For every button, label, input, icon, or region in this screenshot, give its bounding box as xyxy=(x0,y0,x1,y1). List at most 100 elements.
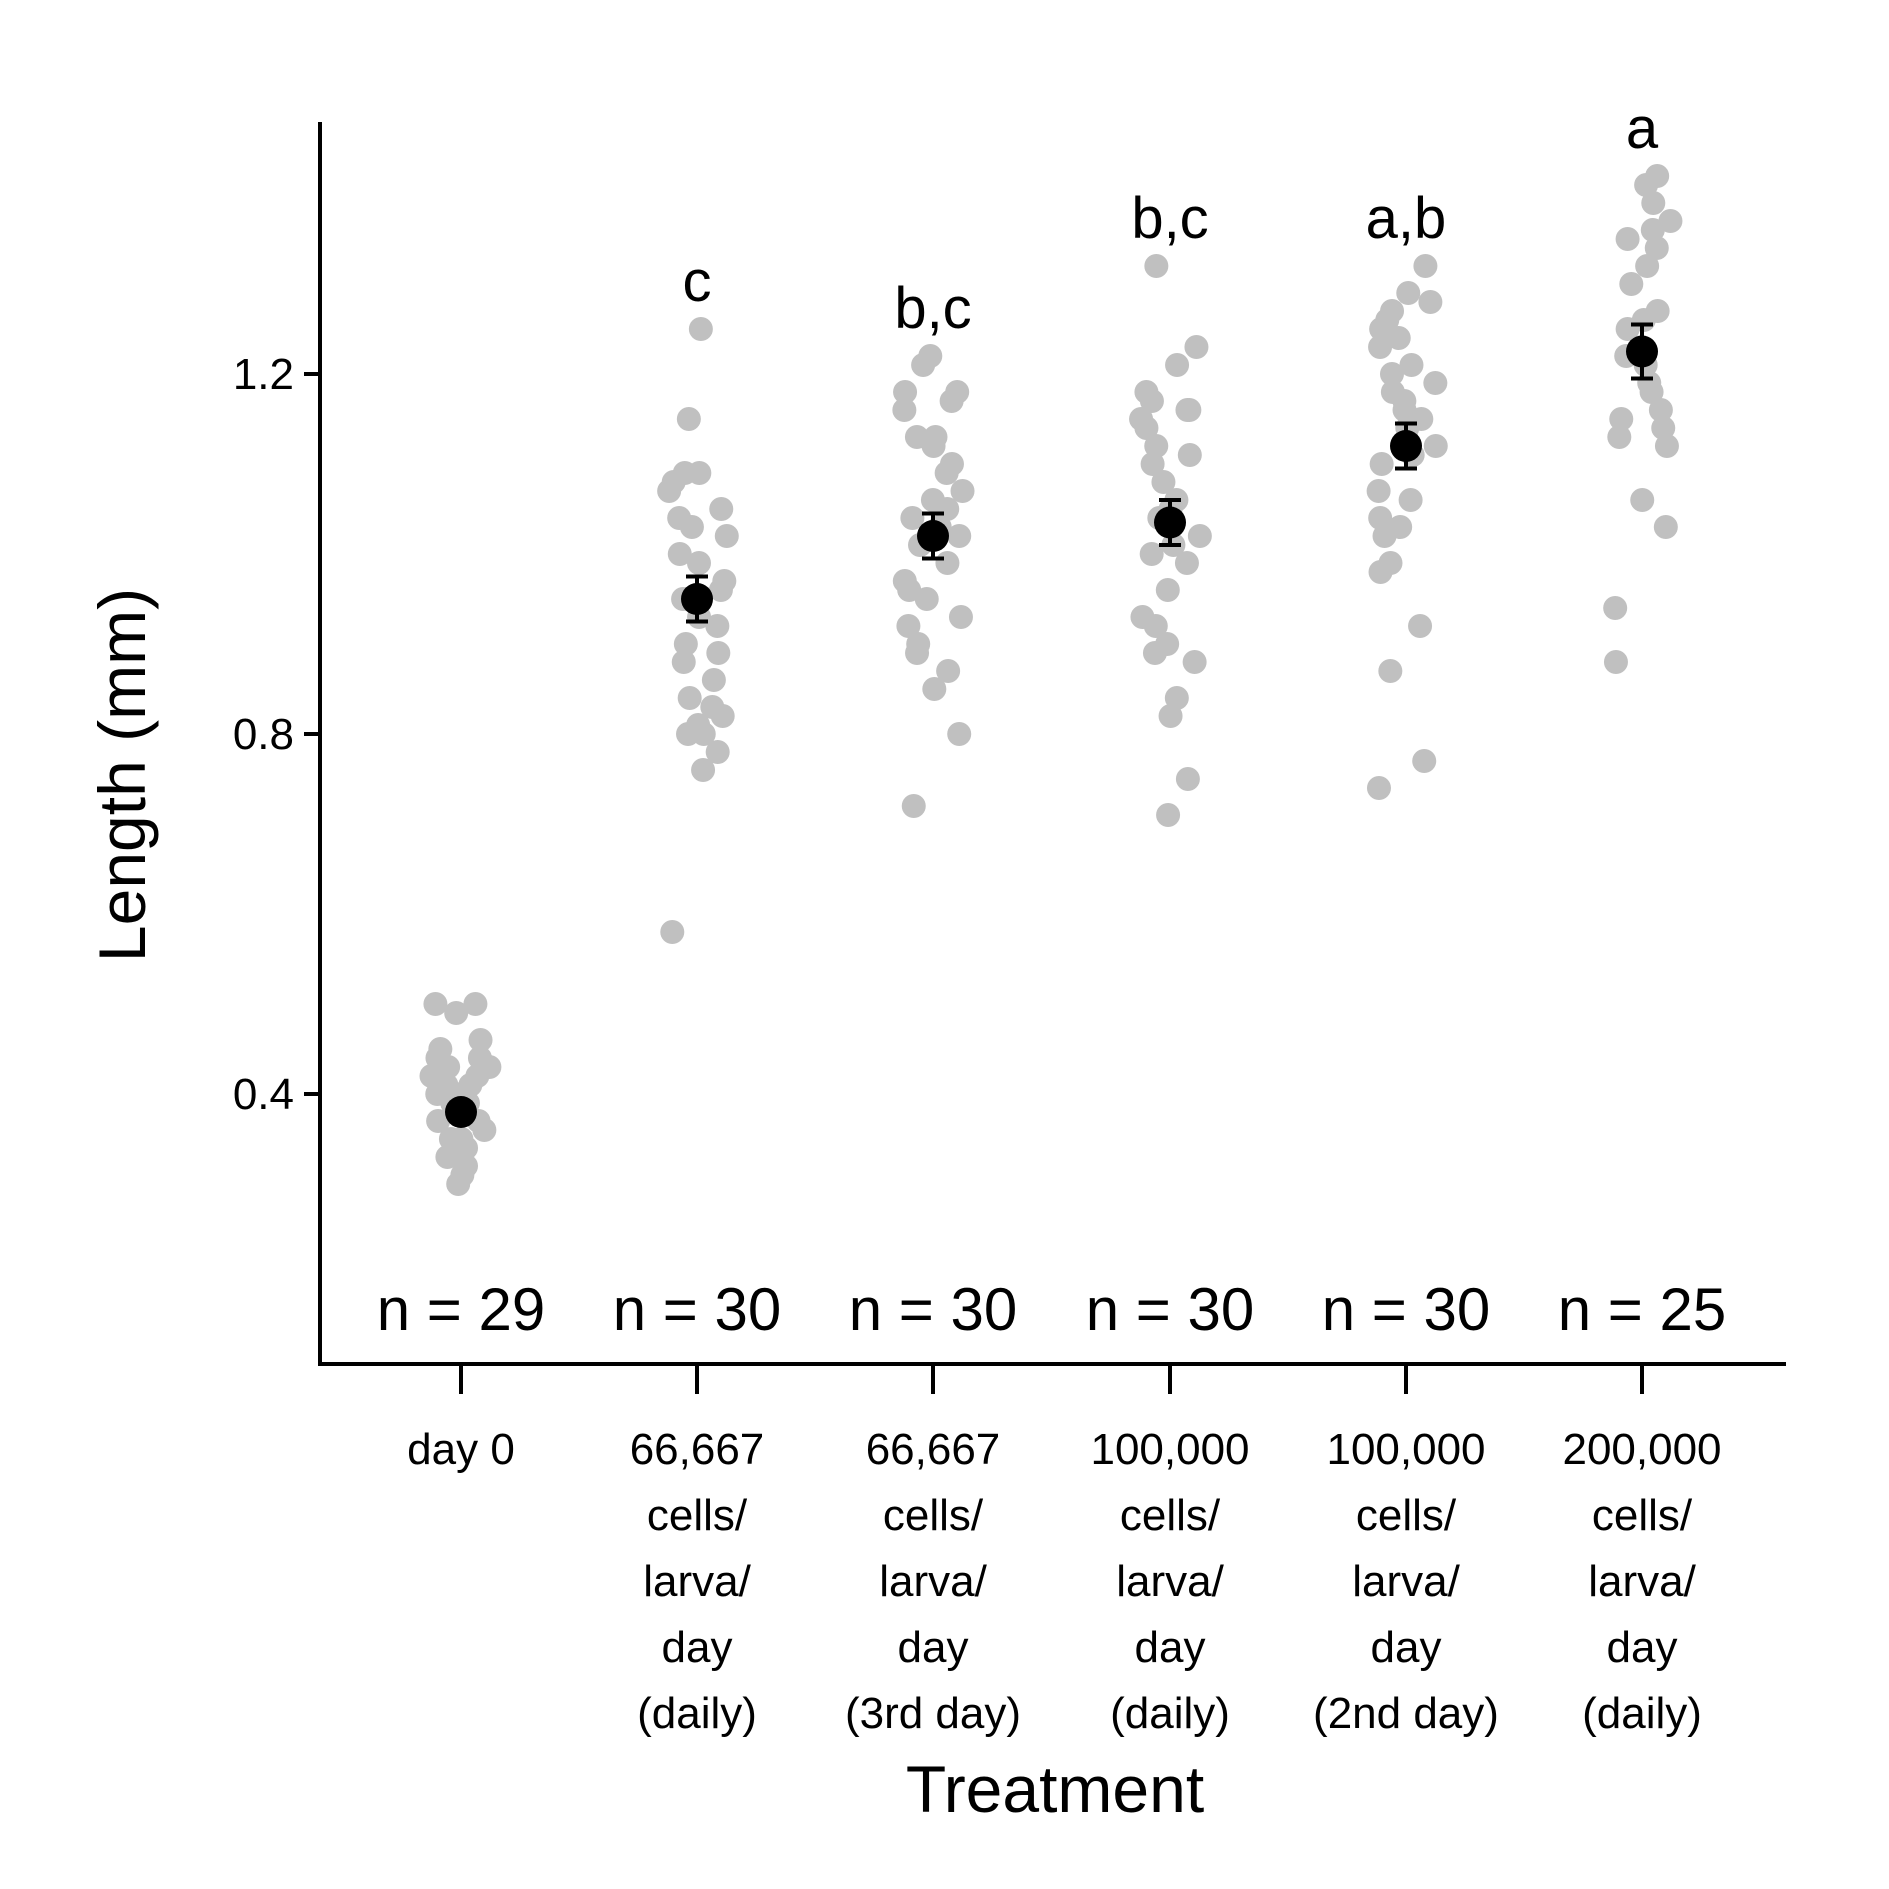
data-point xyxy=(1165,353,1190,377)
data-point xyxy=(657,479,682,503)
data-point xyxy=(1142,641,1167,665)
data-point xyxy=(1177,443,1202,467)
data-point xyxy=(446,1172,471,1196)
data-point xyxy=(911,353,936,377)
data-point xyxy=(1144,434,1169,458)
data-point xyxy=(1379,362,1404,386)
data-point xyxy=(900,506,925,530)
data-point xyxy=(1651,416,1676,440)
data-point xyxy=(892,398,917,422)
y-tick-label: 0.4 xyxy=(233,1070,294,1119)
data-point xyxy=(1615,227,1640,251)
data-point xyxy=(1423,371,1448,395)
data-point xyxy=(1639,380,1664,404)
data-point xyxy=(950,479,975,503)
mean-point xyxy=(445,1096,477,1128)
data-point xyxy=(468,1028,493,1052)
data-point xyxy=(1423,434,1448,458)
data-point xyxy=(1151,470,1176,494)
sample-size-label: n = 30 xyxy=(1086,1276,1255,1343)
sample-size-label: n = 25 xyxy=(1558,1276,1727,1343)
data-point xyxy=(936,659,961,683)
data-point xyxy=(1372,524,1397,548)
data-point xyxy=(1396,281,1421,305)
data-point xyxy=(426,1109,451,1133)
data-point xyxy=(1368,506,1393,530)
y-tick-label: 1.2 xyxy=(233,350,294,399)
y-tick-label: 0.8 xyxy=(233,710,294,759)
data-point xyxy=(948,605,973,629)
data-point xyxy=(1174,551,1199,575)
mean-markers xyxy=(445,322,1658,1128)
mean-point xyxy=(1626,335,1658,368)
data-point xyxy=(1609,407,1634,431)
significance-letter: a,b xyxy=(1366,186,1447,251)
sample-size-label: n = 30 xyxy=(613,1276,782,1343)
data-point xyxy=(679,515,704,539)
data-point xyxy=(660,920,685,944)
data-point xyxy=(1619,272,1644,296)
data-point xyxy=(714,524,739,548)
data-point xyxy=(1368,335,1393,359)
data-point xyxy=(1635,254,1660,278)
data-points xyxy=(419,164,1683,1196)
data-point xyxy=(1187,524,1212,548)
data-point xyxy=(472,1118,497,1142)
data-point xyxy=(667,542,692,566)
data-point xyxy=(896,614,921,638)
data-point xyxy=(676,407,701,431)
data-point xyxy=(1158,704,1183,728)
data-point xyxy=(1648,398,1673,422)
significance-letter: a xyxy=(1626,96,1659,161)
data-point xyxy=(1640,218,1665,242)
category-label: day 0 xyxy=(407,1425,515,1474)
data-point xyxy=(1144,254,1169,278)
data-point xyxy=(688,317,713,341)
data-point xyxy=(934,461,959,485)
data-point xyxy=(939,389,964,413)
data-point xyxy=(1418,290,1443,314)
data-point xyxy=(1408,614,1433,638)
sample-size-label: n = 30 xyxy=(1322,1276,1491,1343)
data-point xyxy=(705,614,730,638)
data-point xyxy=(691,758,716,782)
data-point xyxy=(921,434,946,458)
data-point xyxy=(1139,389,1164,413)
data-point xyxy=(709,497,734,521)
data-point xyxy=(901,794,926,818)
significance-letter: c xyxy=(683,249,712,314)
data-point xyxy=(1155,578,1180,602)
data-point xyxy=(701,668,726,692)
data-point xyxy=(914,587,939,611)
data-point xyxy=(1156,803,1181,827)
data-point xyxy=(705,740,730,764)
data-point xyxy=(677,686,702,710)
mean-point xyxy=(681,583,713,615)
data-point xyxy=(710,704,735,728)
category-label: 100,000 cells/larva/day (2nd day) xyxy=(1313,1425,1499,1738)
data-point xyxy=(708,578,733,602)
significance-letter: b,c xyxy=(1131,186,1208,251)
data-point xyxy=(1182,650,1207,674)
category-label: 100,000 cells/larva/day (daily) xyxy=(1090,1425,1249,1738)
data-point xyxy=(1653,515,1678,539)
data-point xyxy=(947,722,972,746)
sample-size-label: n = 29 xyxy=(377,1276,546,1343)
data-point xyxy=(1641,191,1666,215)
data-point xyxy=(1164,686,1189,710)
data-point xyxy=(435,1145,460,1169)
category-label: 66,667 cells/larva/day (3rd day) xyxy=(845,1425,1021,1738)
data-point xyxy=(676,722,701,746)
data-point xyxy=(706,641,731,665)
data-point xyxy=(1412,749,1437,773)
data-point xyxy=(1175,767,1200,791)
x-axis-title: Treatment xyxy=(906,1752,1204,1826)
data-point xyxy=(905,641,930,665)
y-axis-title: Length (mm) xyxy=(85,588,159,962)
data-point xyxy=(1366,776,1391,800)
significance-letter: b,c xyxy=(894,276,971,341)
data-point xyxy=(671,650,696,674)
data-point xyxy=(1143,614,1168,638)
labels: 0.4 0.8 1.2 n = 29 day 0 c n = 30 66,667 cells/l… xyxy=(233,96,1726,1738)
